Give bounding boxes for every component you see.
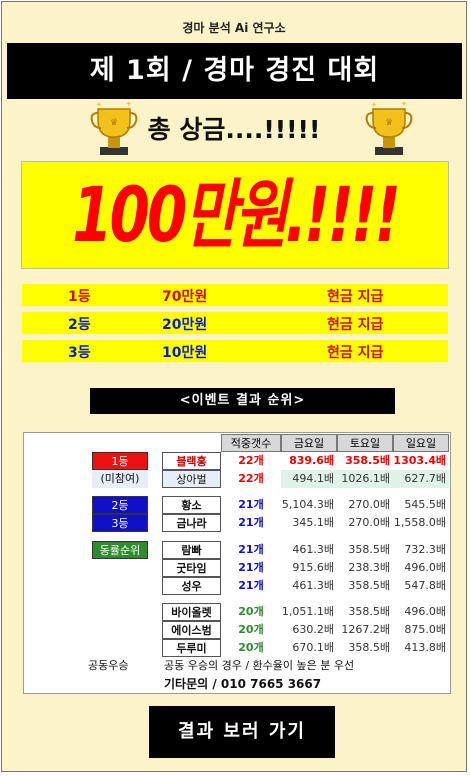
sat-value: 270.0배 [348,498,390,511]
badge-third: 3등 [92,514,148,532]
sun-value: 732.3배 [404,543,446,556]
sun-value: 545.5배 [404,498,446,511]
player-name: 두루미 [162,639,221,657]
svg-text:♛: ♛ [110,118,118,128]
player-name: 람빠 [162,541,221,559]
badge-tie: 동률순위 [92,541,148,559]
contact-info: 기타문의 / 010 7665 3667 [164,677,322,691]
hit-count: 21개 [238,498,264,511]
prize-box: 100만원.!!!! [21,161,449,269]
hit-count: 21개 [238,543,264,556]
sat-value: 358.5배 [348,641,390,654]
sat-value: 358.5배 [348,543,390,556]
sun-value: 875.0배 [404,623,446,636]
rank-note: 현금 지급 [327,345,384,361]
hit-count: 21개 [238,516,264,529]
rank-note: 현금 지급 [327,317,384,333]
badge-second: 2등 [92,496,148,514]
sat-value: 358.5배 [348,579,390,592]
header-sun: 일요일 [393,434,449,452]
hit-count: 20개 [238,641,264,654]
player-name: 에이스범 [162,621,221,639]
badge-first: 1등 [92,452,148,470]
sun-value: 1303.4배 [393,454,446,467]
player-name: 금나라 [162,514,221,532]
sun-value: 496.0배 [404,605,446,618]
rank-label: 3등 [68,345,91,361]
header-fri: 금요일 [281,434,337,452]
rank-label: 2등 [68,317,91,333]
header-sat: 토요일 [337,434,393,452]
org-label: 경마 분석 Ai 연구소 [182,21,286,35]
hit-count: 21개 [238,561,264,574]
rank-note: 현금 지급 [327,289,384,305]
player-name: 바이올렛 [162,603,221,621]
sun-value: 496.0배 [404,561,446,574]
player-name: 굿타임 [162,559,221,577]
fri-value: 670.1배 [292,641,334,654]
results-table: 적중갯수 금요일 토요일 일요일 1등 (미참여) 2등 3등 동률순위 블랙홍… [23,432,451,694]
hit-count: 20개 [238,605,264,618]
sat-value: 238.3배 [348,561,390,574]
rank-label: 1등 [68,289,91,305]
trophy-icon: ♛ ✦ ✦ [365,101,413,155]
sat-value: 358.5배 [348,605,390,618]
event-results-heading: <이벤트 결과 순위> [90,388,395,414]
rank-amount: 70만원 [162,289,208,305]
fri-value: 839.6배 [289,454,334,467]
svg-text:✦: ✦ [96,101,102,109]
badge-first-note: (미참여) [92,470,148,488]
fri-value: 5,104.3배 [281,498,334,511]
fri-value: 915.6배 [292,561,334,574]
rank-row-second: 2등 20만원 현금 지급 [22,312,448,334]
sat-value: 1026.1배 [337,470,393,488]
sun-value: 547.8배 [404,579,446,592]
sun-value: 627.7배 [393,470,449,488]
hit-count: 22개 [238,454,264,467]
prize-label: 총 상금....!!!!! [147,115,321,144]
rank-amount: 10만원 [162,345,208,361]
hit-count: 20개 [238,623,264,636]
header-count: 적중갯수 [221,434,281,452]
sun-value: 1,558.0배 [393,516,446,529]
fri-value: 1,051.1배 [281,605,334,618]
svg-text:✦: ✦ [126,101,132,108]
rank-row-third: 3등 10만원 현금 지급 [22,340,448,362]
trophy-icon: ♛ ✦ ✦ [90,101,138,155]
svg-text:♛: ♛ [385,118,393,128]
player-name: 블랙홍 [162,452,221,470]
fri-value: 494.1배 [281,470,337,488]
sun-value: 413.8배 [404,641,446,654]
page-title: 제 1회 / 경마 경진 대회 [7,43,462,99]
rank-row-first: 1등 70만원 현금 지급 [22,284,448,306]
fri-value: 630.2배 [292,623,334,636]
tie-rule: 공동 우승의 경우 / 환수율이 높은 분 우선 [164,659,355,672]
prize-amount: 100만원.!!!! [72,170,401,260]
player-name: 성우 [162,577,221,595]
sat-value: 270.0배 [348,516,390,529]
player-name: 상아벌 [162,470,221,488]
view-results-button[interactable]: 결과 보러 가기 [149,706,335,758]
rank-amount: 20만원 [162,317,208,333]
sat-value: 358.5배 [345,454,390,467]
fri-value: 461.3배 [292,579,334,592]
fri-value: 461.3배 [292,543,334,556]
player-name: 황소 [162,496,221,514]
tie-label: 공동우승 [88,659,129,672]
sat-value: 1267.2배 [341,623,390,636]
fri-value: 345.1배 [292,516,334,529]
hit-count: 21개 [238,579,264,592]
hit-count: 22개 [238,472,264,485]
svg-text:✦: ✦ [401,101,407,108]
svg-text:✦: ✦ [371,101,377,109]
